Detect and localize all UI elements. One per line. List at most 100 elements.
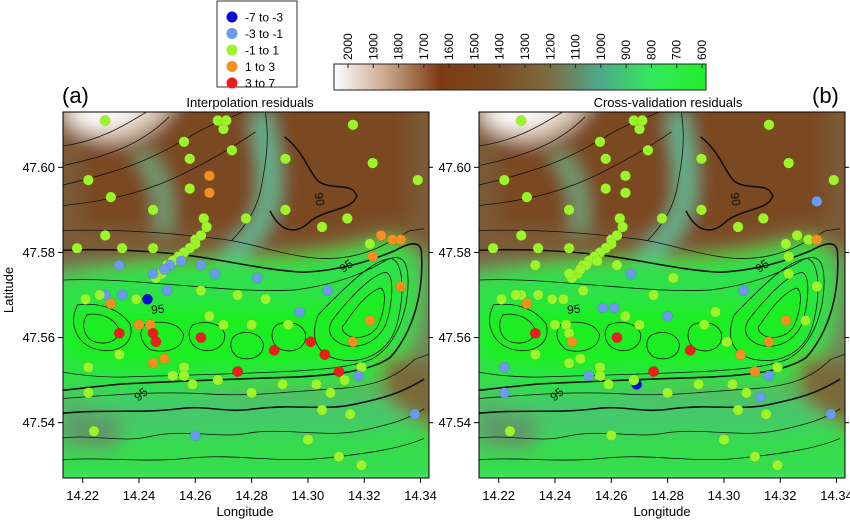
residual-point (603, 378, 614, 390)
residual-point (529, 259, 541, 271)
x-tick-label: 14.30 (708, 488, 741, 503)
residual-point (710, 306, 721, 318)
colorbar-tick-label: 1400 (493, 33, 507, 60)
residual-point (147, 242, 159, 254)
residual-point (510, 289, 522, 301)
residual-point (116, 242, 128, 254)
residual-point (693, 378, 705, 390)
legend: -7 to -3 -3 to -1 -1 to 1 1 to 3 3 to 7 (216, 0, 298, 91)
residual-point (515, 115, 527, 126)
y-tick-label: 47.58 (438, 245, 471, 260)
residual-point (600, 153, 612, 165)
residual-point (695, 153, 707, 165)
residual-point (232, 289, 244, 301)
colorbar-tick-label: 1500 (467, 33, 481, 60)
x-tick-label: 14.26 (595, 488, 628, 503)
colorbar-tick-label: 1700 (417, 33, 431, 60)
residual-point (617, 221, 629, 233)
residual-point (333, 451, 345, 463)
residual-point (636, 115, 648, 126)
residual-point (771, 459, 783, 471)
residual-point (220, 115, 232, 126)
residual-point (546, 293, 558, 305)
colorbar-tick-label: 2000 (341, 33, 355, 60)
legend-marker (226, 77, 238, 89)
x-tick-label: 14.22 (482, 488, 515, 503)
residual-point (316, 221, 328, 233)
residual-point (316, 404, 328, 416)
residual-point (771, 361, 783, 373)
residual-point (594, 370, 606, 382)
residual-point (367, 251, 379, 263)
x-tick-label: 14.34 (404, 488, 437, 503)
residual-point (498, 174, 510, 186)
residual-point (594, 136, 606, 148)
residual-point (189, 429, 201, 441)
residual-point (718, 434, 730, 446)
residual-point (142, 293, 153, 305)
panel-a-letter: (a) (62, 83, 89, 108)
residual-point (726, 378, 738, 390)
residual-point (322, 285, 334, 297)
residual-point (279, 204, 291, 216)
residual-point (94, 289, 106, 301)
residual-point (150, 336, 162, 348)
residual-point (563, 357, 575, 369)
colorbar-tick-label: 1000 (594, 33, 608, 60)
residual-point (695, 204, 707, 216)
residual-point (395, 234, 407, 246)
colorbar-tick-label: 1100 (569, 34, 583, 60)
residual-point (195, 332, 207, 344)
x-tick-label: 14.30 (292, 488, 325, 503)
residual-point (684, 344, 696, 356)
colorbar-gradient (333, 63, 707, 91)
residual-point (563, 204, 575, 216)
residual-point (648, 366, 660, 378)
residual-point (325, 387, 336, 399)
residual-point (735, 349, 747, 361)
residual-point (341, 212, 353, 224)
residual-point (721, 336, 733, 348)
residual-point (800, 315, 812, 326)
residual-point (82, 387, 94, 399)
residual-point (268, 344, 280, 356)
residual-point (558, 293, 569, 305)
residual-point (277, 378, 289, 390)
residual-point (158, 353, 170, 365)
residual-point (532, 289, 544, 301)
residual-point (240, 212, 252, 224)
residual-point (113, 327, 125, 339)
y-tick-label: 47.56 (438, 330, 471, 345)
residual-point (99, 115, 111, 126)
residual-point (260, 293, 272, 305)
residual-point (763, 336, 775, 348)
residual-point (648, 289, 660, 301)
residual-point (625, 268, 637, 280)
residual-point (195, 259, 207, 271)
residual-point (203, 170, 215, 182)
residual-point (741, 387, 752, 399)
residual-point (113, 259, 125, 271)
ylabel: Latitude (1, 267, 16, 313)
residual-point (532, 242, 544, 254)
residual-point (88, 425, 100, 437)
residual-point (158, 264, 170, 275)
plot-frame (478, 111, 846, 479)
colorbar-tick-label: 1900 (366, 33, 380, 60)
residual-point (203, 187, 215, 199)
residual-point (566, 336, 578, 348)
colorbar: 2000 1900 1800 1700 1600 1500 1400 1300 1200 1100… (333, 33, 709, 91)
residual-point (662, 387, 674, 399)
panel-b-title: Cross-validation residuals (594, 95, 743, 110)
residual-point (364, 238, 376, 250)
residual-point (738, 285, 750, 297)
residual-point (656, 212, 668, 224)
legend-label: 1 to 3 (245, 60, 275, 74)
residual-point (184, 183, 196, 195)
residual-point (780, 315, 792, 326)
y-tick-label: 47.60 (22, 160, 55, 175)
colorbar-tick-label: 600 (695, 40, 709, 60)
residual-point (783, 157, 795, 169)
residual-point (619, 170, 631, 182)
